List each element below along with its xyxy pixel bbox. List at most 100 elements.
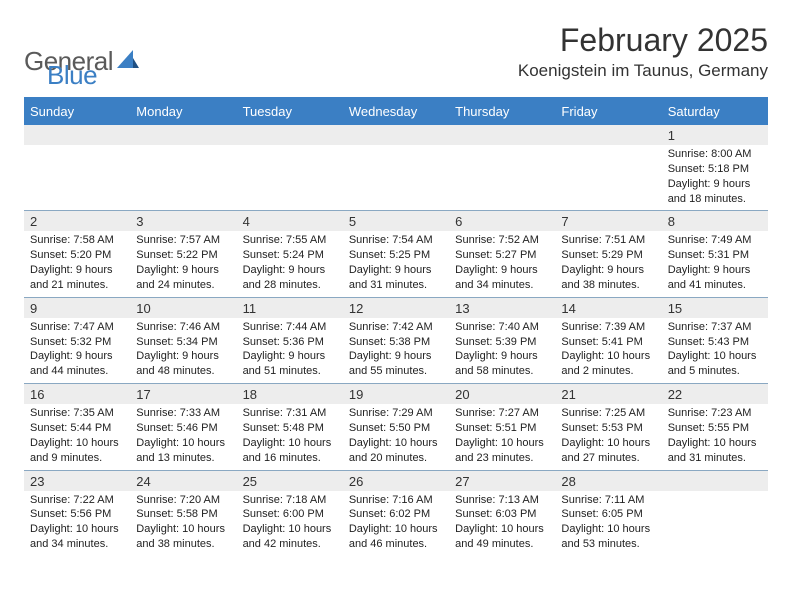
day-number: 12 [343, 298, 449, 318]
cell-line-daylight2: and 2 minutes. [561, 364, 655, 379]
cell-line-sunset: Sunset: 5:46 PM [136, 421, 230, 436]
calendar-cell: 13Sunrise: 7:40 AMSunset: 5:39 PMDayligh… [449, 298, 555, 383]
calendar-cell [237, 125, 343, 210]
cell-line-sunrise: Sunrise: 7:54 AM [349, 233, 443, 248]
day-number: 24 [130, 471, 236, 491]
cell-line-daylight2: and 34 minutes. [30, 537, 124, 552]
day-number: 1 [662, 125, 768, 145]
day-number: 26 [343, 471, 449, 491]
cell-line-daylight2: and 38 minutes. [136, 537, 230, 552]
location-text: Koenigstein im Taunus, Germany [518, 61, 768, 81]
calendar-cell: 16Sunrise: 7:35 AMSunset: 5:44 PMDayligh… [24, 384, 130, 469]
calendar-cell: 27Sunrise: 7:13 AMSunset: 6:03 PMDayligh… [449, 471, 555, 556]
cell-line-sunrise: Sunrise: 7:20 AM [136, 493, 230, 508]
cell-line-daylight2: and 23 minutes. [455, 451, 549, 466]
cell-content: Sunrise: 7:22 AMSunset: 5:56 PMDaylight:… [24, 491, 130, 556]
day-number: 19 [343, 384, 449, 404]
calendar-cell: 10Sunrise: 7:46 AMSunset: 5:34 PMDayligh… [130, 298, 236, 383]
cell-content: Sunrise: 7:23 AMSunset: 5:55 PMDaylight:… [662, 404, 768, 469]
day-header: Wednesday [343, 99, 449, 125]
day-number: 27 [449, 471, 555, 491]
cell-line-sunset: Sunset: 5:51 PM [455, 421, 549, 436]
calendar-body: 1Sunrise: 8:00 AMSunset: 5:18 PMDaylight… [24, 125, 768, 556]
cell-line-sunset: Sunset: 5:36 PM [243, 335, 337, 350]
day-number: 8 [662, 211, 768, 231]
calendar-cell [130, 125, 236, 210]
calendar: Sunday Monday Tuesday Wednesday Thursday… [24, 97, 768, 556]
cell-content: Sunrise: 7:54 AMSunset: 5:25 PMDaylight:… [343, 231, 449, 296]
cell-line-daylight2: and 31 minutes. [668, 451, 762, 466]
calendar-cell: 7Sunrise: 7:51 AMSunset: 5:29 PMDaylight… [555, 211, 661, 296]
cell-line-sunrise: Sunrise: 7:16 AM [349, 493, 443, 508]
day-number: 4 [237, 211, 343, 231]
cell-line-sunset: Sunset: 6:03 PM [455, 507, 549, 522]
calendar-page: General Blue February 2025 Koenigstein i… [0, 0, 792, 612]
cell-line-daylight2: and 31 minutes. [349, 278, 443, 293]
day-number-empty [343, 125, 449, 145]
cell-line-daylight1: Daylight: 10 hours [561, 436, 655, 451]
cell-line-sunset: Sunset: 5:34 PM [136, 335, 230, 350]
cell-line-daylight2: and 48 minutes. [136, 364, 230, 379]
cell-line-daylight1: Daylight: 9 hours [668, 177, 762, 192]
day-number: 20 [449, 384, 555, 404]
day-number: 11 [237, 298, 343, 318]
cell-line-sunset: Sunset: 5:39 PM [455, 335, 549, 350]
day-number-empty [130, 125, 236, 145]
cell-line-sunset: Sunset: 5:18 PM [668, 162, 762, 177]
calendar-cell: 12Sunrise: 7:42 AMSunset: 5:38 PMDayligh… [343, 298, 449, 383]
calendar-cell [662, 471, 768, 556]
cell-line-daylight1: Daylight: 9 hours [243, 263, 337, 278]
day-number: 3 [130, 211, 236, 231]
cell-line-daylight2: and 34 minutes. [455, 278, 549, 293]
cell-line-daylight1: Daylight: 9 hours [30, 349, 124, 364]
cell-line-sunrise: Sunrise: 7:31 AM [243, 406, 337, 421]
calendar-cell: 23Sunrise: 7:22 AMSunset: 5:56 PMDayligh… [24, 471, 130, 556]
cell-content: Sunrise: 7:52 AMSunset: 5:27 PMDaylight:… [449, 231, 555, 296]
cell-line-daylight1: Daylight: 9 hours [455, 263, 549, 278]
cell-content: Sunrise: 7:58 AMSunset: 5:20 PMDaylight:… [24, 231, 130, 296]
cell-content: Sunrise: 7:46 AMSunset: 5:34 PMDaylight:… [130, 318, 236, 383]
cell-line-daylight2: and 53 minutes. [561, 537, 655, 552]
cell-line-daylight1: Daylight: 10 hours [455, 522, 549, 537]
calendar-cell [24, 125, 130, 210]
cell-line-daylight1: Daylight: 10 hours [136, 436, 230, 451]
title-block: February 2025 Koenigstein im Taunus, Ger… [518, 22, 768, 81]
cell-content: Sunrise: 7:49 AMSunset: 5:31 PMDaylight:… [662, 231, 768, 296]
cell-line-sunset: Sunset: 5:27 PM [455, 248, 549, 263]
cell-line-daylight1: Daylight: 10 hours [30, 436, 124, 451]
cell-line-daylight1: Daylight: 9 hours [136, 349, 230, 364]
day-header: Sunday [24, 99, 130, 125]
cell-line-sunrise: Sunrise: 7:33 AM [136, 406, 230, 421]
cell-line-daylight1: Daylight: 9 hours [455, 349, 549, 364]
brand-logo: General Blue [24, 32, 97, 91]
calendar-cell: 1Sunrise: 8:00 AMSunset: 5:18 PMDaylight… [662, 125, 768, 210]
cell-line-sunset: Sunset: 5:44 PM [30, 421, 124, 436]
cell-line-sunset: Sunset: 5:50 PM [349, 421, 443, 436]
cell-line-daylight2: and 9 minutes. [30, 451, 124, 466]
cell-line-sunrise: Sunrise: 7:58 AM [30, 233, 124, 248]
cell-line-sunset: Sunset: 5:32 PM [30, 335, 124, 350]
day-number: 10 [130, 298, 236, 318]
day-number: 18 [237, 384, 343, 404]
day-header: Monday [130, 99, 236, 125]
cell-line-daylight2: and 38 minutes. [561, 278, 655, 293]
cell-line-sunset: Sunset: 5:24 PM [243, 248, 337, 263]
calendar-cell: 20Sunrise: 7:27 AMSunset: 5:51 PMDayligh… [449, 384, 555, 469]
cell-line-sunset: Sunset: 5:43 PM [668, 335, 762, 350]
cell-line-daylight1: Daylight: 9 hours [561, 263, 655, 278]
day-number-empty [449, 125, 555, 145]
cell-line-daylight2: and 18 minutes. [668, 192, 762, 207]
brand-part2: Blue [47, 60, 97, 91]
cell-line-daylight1: Daylight: 9 hours [349, 349, 443, 364]
calendar-row: 16Sunrise: 7:35 AMSunset: 5:44 PMDayligh… [24, 383, 768, 469]
cell-content: Sunrise: 7:13 AMSunset: 6:03 PMDaylight:… [449, 491, 555, 556]
calendar-cell: 22Sunrise: 7:23 AMSunset: 5:55 PMDayligh… [662, 384, 768, 469]
cell-content: Sunrise: 7:55 AMSunset: 5:24 PMDaylight:… [237, 231, 343, 296]
cell-line-sunrise: Sunrise: 7:46 AM [136, 320, 230, 335]
calendar-cell: 19Sunrise: 7:29 AMSunset: 5:50 PMDayligh… [343, 384, 449, 469]
day-header: Tuesday [237, 99, 343, 125]
day-number: 7 [555, 211, 661, 231]
calendar-cell: 17Sunrise: 7:33 AMSunset: 5:46 PMDayligh… [130, 384, 236, 469]
cell-line-sunrise: Sunrise: 7:44 AM [243, 320, 337, 335]
cell-line-sunset: Sunset: 5:22 PM [136, 248, 230, 263]
